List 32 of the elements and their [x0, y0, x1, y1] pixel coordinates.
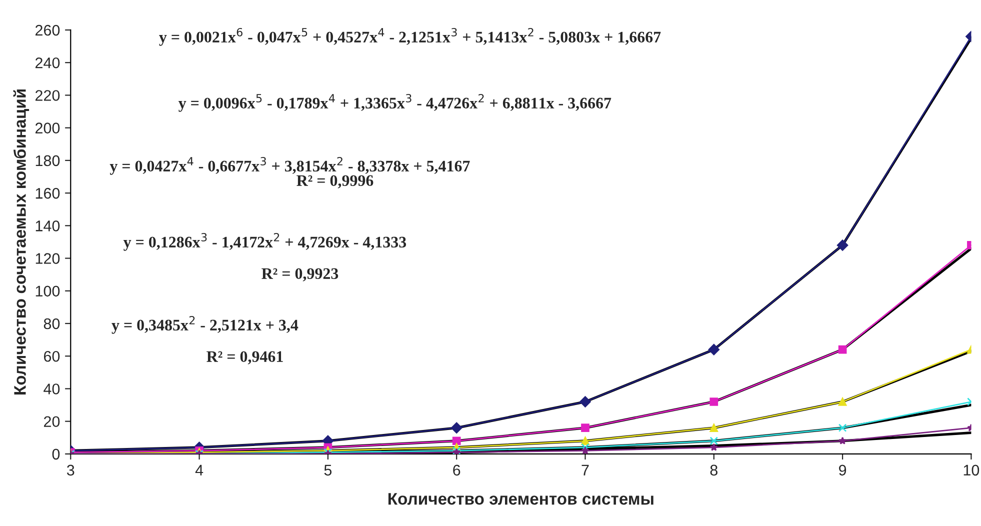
- y-tick-label: 0: [52, 448, 60, 460]
- annotation: y = 0,3485x$^{2}$ - 2,5121x + 3,4: [112, 316, 298, 334]
- y-tick-label: 240: [35, 57, 60, 68]
- y-axis-title: Количество сочетаемых комбинаций: [13, 90, 30, 394]
- x-tick-label: 4: [195, 464, 204, 476]
- y-tick-label: 260: [35, 24, 60, 36]
- text: y = 0,0096x$^{5}$ - 0,1789x$^{4}$ + 1,3365x$^{3}$ - 4,4726x$^{2}$ + 6,8811x - 3,6667: [178, 94, 612, 112]
- y-tick-label: 220: [35, 90, 60, 101]
- x-tick-label: 6: [453, 464, 460, 476]
- annotation: y = 0,1286x$^{3}$ - 1,4172x$^{2}$ + 4,7269x - 4,1333: [123, 232, 406, 251]
- annotation: R² = 0,9923: [262, 268, 338, 282]
- x-tick-label: 3: [66, 464, 74, 476]
- x-tick-label: 5: [324, 464, 332, 476]
- y-tick-label: 120: [36, 253, 60, 264]
- y-tick-label: 40: [44, 384, 60, 394]
- x-tick-label: 9: [839, 464, 846, 476]
- y-tick-label: 80: [44, 318, 60, 330]
- y-tick-label: 60: [44, 350, 60, 362]
- annotation: R² = 0,9996: [296, 175, 374, 188]
- x-axis-title: Количество элементов системы: [388, 493, 654, 505]
- y-tick-label: 160: [36, 188, 60, 199]
- annotation: y = 0,0427x$^{4}$ - 0,6677x$^{3}$ + 3,8154x$^{2}$ - 8,3378x + 5,4167: [110, 156, 470, 175]
- x-tick-label: 10: [964, 464, 980, 476]
- y-tick-label: 140: [36, 220, 60, 232]
- annotation: R² = 0,9461: [206, 351, 283, 364]
- y-tick-label: 200: [35, 122, 60, 134]
- x-tick-label: 7: [582, 464, 589, 476]
- text: y = 0,0021x$^{6}$ - 0,047x$^{5}$ + 0,4527x$^{4}$ - 2,1251x$^{3}$ + 5,1413x$^{2}$ - 5,0803x + 1,6667: [159, 28, 661, 46]
- y-tick-label: 20: [44, 416, 60, 428]
- y-tick-label: 180: [36, 155, 60, 166]
- x-tick-label: 8: [710, 464, 718, 476]
- y-tick-label: 100: [36, 286, 60, 297]
